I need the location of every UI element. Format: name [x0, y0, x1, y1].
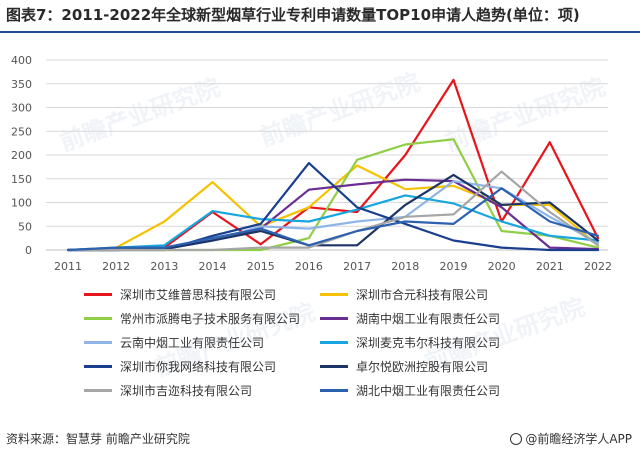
x-tick-label: 2012	[102, 260, 130, 273]
legend-item: 深圳市合元科技有限公司	[320, 286, 488, 302]
brand-logo-icon	[510, 433, 523, 445]
legend-label: 深圳市艾维普思科技有限公司	[120, 287, 277, 302]
legend-swatch	[320, 316, 348, 320]
legend-swatch	[84, 364, 112, 368]
x-tick-label: 2020	[488, 260, 516, 273]
x-tick-label: 2019	[439, 260, 467, 273]
y-tick-label: 50	[18, 220, 32, 233]
brand-credit: @前瞻经济学人APP	[510, 430, 632, 447]
legend-swatch	[84, 388, 112, 392]
legend-label: 深圳市你我网络科技有限公司	[120, 359, 277, 374]
y-tick-label: 150	[11, 173, 32, 186]
legend-item: 深圳市艾维普思科技有限公司	[84, 286, 276, 302]
x-tick-label: 2022	[584, 260, 612, 273]
y-tick-label: 250	[11, 125, 32, 138]
x-tick-label: 2018	[391, 260, 419, 273]
series-line-6	[66, 194, 600, 252]
legend-item: 常州市派腾电子技术服务有限公司	[84, 310, 300, 326]
y-tick-label: 400	[11, 54, 32, 67]
legend-swatch	[320, 364, 348, 368]
legend-item: 云南中烟工业有限责任公司	[84, 334, 264, 350]
legend-item: 卓尔悦欧洲控股有限公司	[320, 358, 488, 374]
series-line-9	[66, 170, 600, 252]
legend-swatch	[320, 340, 348, 344]
x-tick-label: 2015	[247, 260, 275, 273]
y-tick-label: 0	[25, 244, 32, 257]
y-tick-label: 200	[11, 149, 32, 162]
legend-item: 深圳市吉迩科技有限公司	[84, 382, 252, 398]
x-tick-label: 2021	[536, 260, 564, 273]
legend-label: 卓尔悦欧洲控股有限公司	[356, 359, 489, 374]
source-note: 资料来源：智慧芽 前瞻产业研究院	[6, 432, 190, 446]
x-tick-label: 2013	[150, 260, 178, 273]
legend-label: 湖南中烟工业有限责任公司	[356, 311, 501, 326]
legend-label: 深圳麦克韦尔科技有限公司	[356, 335, 501, 350]
chart-title: 图表7：2011-2022年全球新型烟草行业专利申请数量TOP10申请人趋势(单…	[6, 6, 580, 24]
y-tick-label: 350	[11, 78, 32, 91]
brand-label: @前瞻经济学人APP	[525, 432, 632, 446]
x-tick-label: 2011	[54, 260, 82, 273]
legend-swatch	[84, 292, 112, 296]
legend-label: 常州市派腾电子技术服务有限公司	[120, 311, 301, 326]
y-tick-label: 100	[11, 197, 32, 210]
legend-label: 湖北中烟工业有限责任公司	[356, 383, 501, 398]
legend-item: 湖北中烟工业有限责任公司	[320, 382, 500, 398]
x-tick-label: 2017	[343, 260, 371, 273]
legend-label: 深圳市吉迩科技有限公司	[120, 383, 253, 398]
legend-label: 深圳市合元科技有限公司	[356, 287, 489, 302]
series-line-7	[66, 161, 600, 252]
legend-swatch	[320, 292, 348, 296]
x-tick-label: 2014	[199, 260, 227, 273]
legend-swatch	[84, 316, 112, 320]
legend-label: 云南中烟工业有限责任公司	[120, 335, 265, 350]
legend-item: 深圳市你我网络科技有限公司	[84, 358, 276, 374]
line-chart: 0 50 100 150 200 250 300 350 400 2011 2012 2013 2014…	[11, 54, 612, 273]
x-tick-label: 2016	[295, 260, 323, 273]
legend-item: 湖南中烟工业有限责任公司	[320, 310, 500, 326]
legend-item: 深圳麦克韦尔科技有限公司	[320, 334, 500, 350]
legend-swatch	[84, 340, 112, 344]
legend-swatch	[320, 388, 348, 392]
y-tick-label: 300	[11, 102, 32, 115]
series-line-10	[66, 187, 600, 252]
title-divider	[0, 31, 640, 33]
